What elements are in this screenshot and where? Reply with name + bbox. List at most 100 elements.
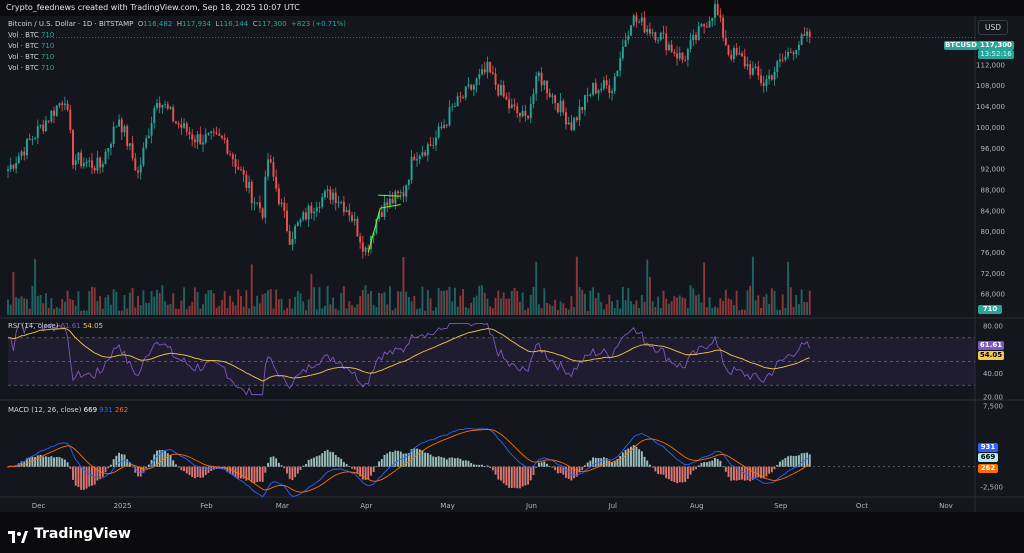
volume-bar — [659, 307, 662, 315]
macd-histogram-bar — [17, 463, 20, 467]
macd-histogram-bar — [567, 466, 570, 479]
candle-body — [139, 164, 142, 173]
time-axis-tick: Jul — [608, 502, 618, 510]
volume-bar — [686, 307, 689, 315]
macd-histogram-bar — [44, 456, 47, 467]
volume-bar — [82, 310, 85, 315]
candle-body — [191, 134, 194, 140]
macd-histogram-bar — [719, 460, 722, 467]
macd-histogram-bar — [435, 457, 437, 467]
macd-histogram-bar — [808, 454, 811, 467]
candle-body — [806, 31, 809, 36]
candle-body — [34, 137, 37, 140]
macd-histogram-bar — [529, 466, 532, 481]
macd-histogram-bar — [467, 460, 470, 467]
macd-histogram-bar — [275, 458, 278, 467]
macd-histogram-bar — [313, 457, 316, 467]
candle-body — [703, 24, 706, 27]
candle-body — [556, 103, 559, 113]
macd-histogram-bar — [407, 453, 410, 467]
currency-button[interactable]: USD — [978, 20, 1008, 35]
close-value: 117,300 — [257, 20, 287, 28]
volume-bar — [88, 291, 91, 315]
macd-histogram-bar — [332, 452, 334, 467]
volume-bar — [391, 310, 394, 315]
volume-bar — [123, 295, 126, 315]
volume-bar — [508, 298, 511, 315]
macd-histogram-bar — [280, 465, 283, 467]
volume-bar — [361, 290, 364, 315]
volume-bar — [332, 297, 334, 315]
candle-body — [153, 108, 156, 124]
volume-bar — [305, 310, 307, 315]
volume-bar — [421, 286, 424, 315]
macd-histogram-bar — [104, 466, 107, 473]
candle-body — [17, 156, 20, 163]
tradingview-logo-icon — [8, 528, 28, 543]
volume-bar — [640, 294, 643, 315]
volume-bar — [413, 295, 416, 315]
volume-bar — [570, 296, 573, 315]
candle-body — [26, 138, 28, 156]
volume-bar — [797, 304, 800, 315]
volume-bar — [803, 302, 806, 315]
macd-histogram-bar — [34, 457, 37, 467]
macd-histogram-bar — [310, 458, 313, 467]
macd-histogram-bar — [120, 454, 123, 467]
macd-histogram-bar — [570, 466, 573, 481]
volume-bar — [334, 308, 337, 315]
candle-body — [388, 198, 391, 206]
macd-histogram-bar — [581, 466, 584, 471]
macd-histogram-bar — [481, 464, 483, 467]
macd-axis-tick: 7,500 — [983, 403, 1003, 411]
candle-body — [321, 197, 324, 208]
candle-body — [478, 74, 481, 79]
macd-histogram-bar — [665, 466, 668, 479]
volume-bar — [524, 310, 527, 315]
volume-bar — [776, 309, 779, 315]
macd-histogram-bar — [180, 466, 183, 471]
candle-body — [193, 139, 196, 143]
volume-bar — [443, 290, 446, 315]
macd-histogram-bar — [795, 455, 798, 467]
macd-histogram-bar — [99, 466, 102, 480]
macd-histogram-bar — [489, 466, 492, 468]
volume-bar — [548, 304, 551, 315]
candle-body — [269, 159, 272, 163]
macd-histogram-bar — [191, 466, 194, 477]
price-axis-tick: 96,000 — [981, 145, 1006, 153]
macd-histogram-bar — [551, 466, 554, 468]
candle-body — [272, 162, 275, 177]
candle-body — [101, 163, 104, 168]
macd-histogram-bar — [584, 465, 586, 467]
candle-body — [649, 28, 651, 34]
rsi-ma-tag: 54.05 — [978, 351, 1004, 360]
volume-bar — [581, 289, 584, 315]
macd-histogram-bar — [7, 466, 9, 468]
volume-bar — [269, 289, 272, 315]
macd-histogram-bar — [253, 466, 256, 483]
volume-bar — [722, 300, 725, 315]
macd-histogram-bar — [624, 449, 627, 467]
candle-body — [524, 111, 527, 116]
macd-histogram-bar — [307, 459, 310, 467]
macd-histogram-bar — [242, 466, 245, 479]
candle-body — [594, 82, 597, 94]
volume-bar — [147, 302, 150, 315]
trendline-upper — [378, 194, 401, 197]
volume-bar — [20, 296, 23, 315]
candle-body — [318, 207, 321, 208]
macd-histogram-bar — [735, 466, 738, 481]
candle-body — [47, 120, 50, 122]
volume-bar — [36, 296, 39, 315]
volume-bar — [751, 256, 754, 315]
candle-body — [372, 232, 375, 236]
macd-histogram-bar — [139, 466, 142, 477]
candle-body — [85, 161, 88, 164]
macd-histogram-bar — [109, 464, 112, 467]
candle-body — [115, 126, 118, 128]
macd-histogram-bar — [678, 466, 681, 483]
tradingview-logo[interactable]: TradingView — [8, 526, 131, 543]
macd-histogram-bar — [131, 466, 134, 468]
